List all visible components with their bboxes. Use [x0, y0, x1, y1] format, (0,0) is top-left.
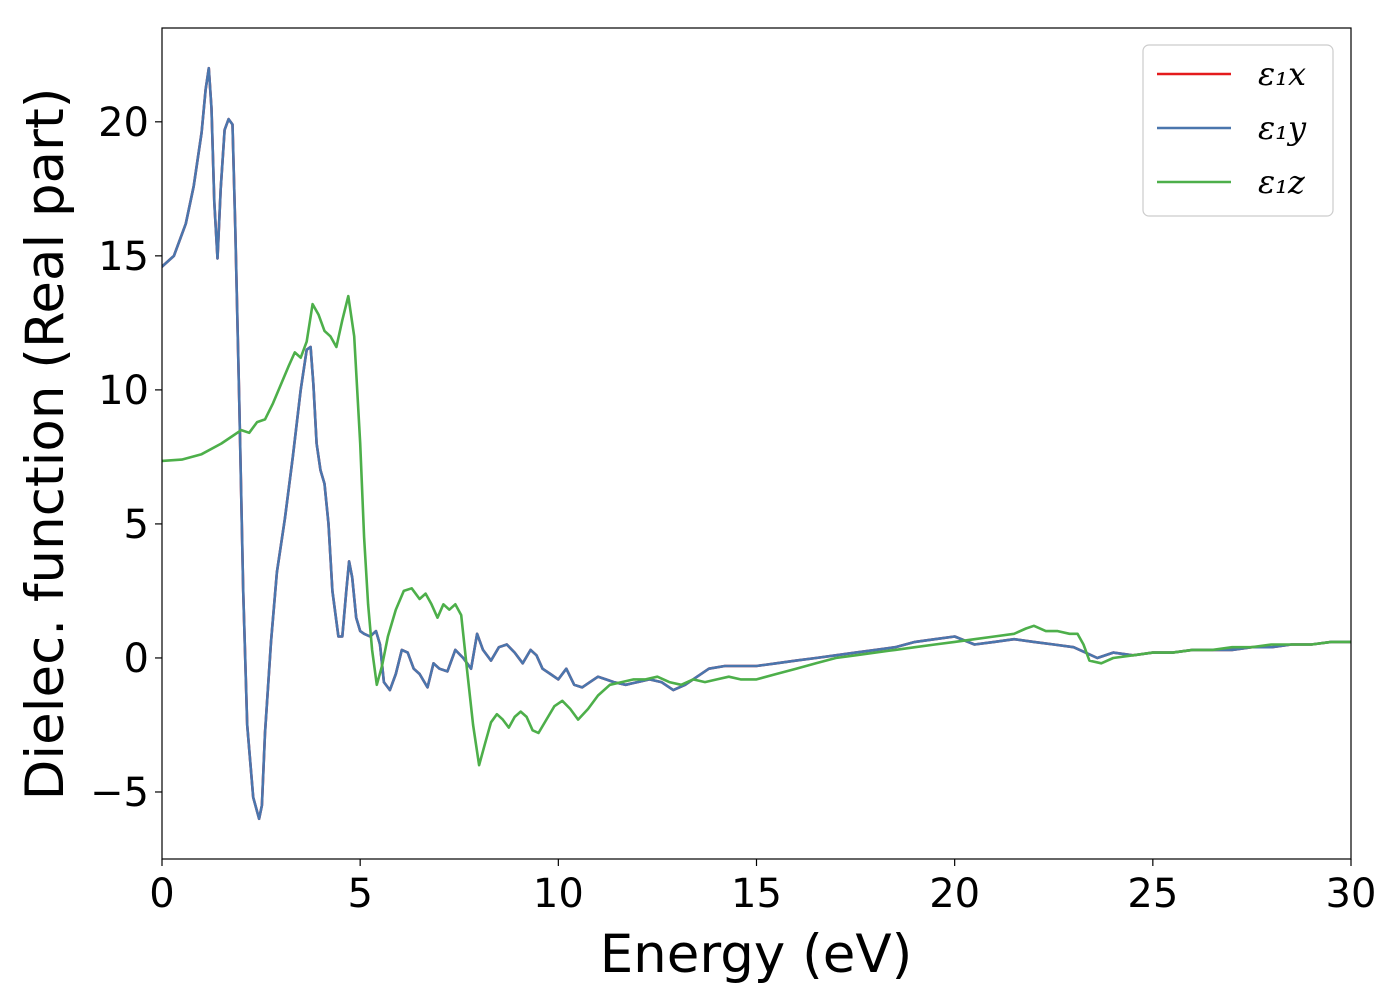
legend-label-2: ε₁z	[1258, 163, 1306, 201]
legend-label-1: ε₁y	[1258, 109, 1307, 147]
legend: ε₁x ε₁y ε₁z	[1142, 44, 1334, 217]
x-tick-label: 20	[929, 871, 980, 917]
y-tick-label: 10	[98, 368, 149, 414]
y-tick-label: −5	[90, 770, 149, 816]
x-tick-label: 5	[347, 871, 372, 917]
x-tick-label: 10	[533, 871, 584, 917]
x-tick-label: 25	[1127, 871, 1178, 917]
legend-frame	[1142, 44, 1334, 217]
x-tick-label: 30	[1326, 871, 1377, 917]
ticks-layer: 0 5 10 15 20 25 30 −5 0 5 10 15 20	[90, 100, 1376, 917]
x-tick-label: 15	[731, 871, 782, 917]
x-tick-label: 0	[149, 871, 174, 917]
y-tick-label: 20	[98, 100, 149, 146]
series-line-2	[162, 294, 1351, 767]
y-tick-label: 15	[98, 234, 149, 280]
x-axis-label: Energy (eV)	[600, 924, 913, 985]
y-tick-label: 0	[124, 636, 149, 682]
y-tick-label: 5	[124, 502, 149, 548]
legend-label-0: ε₁x	[1258, 55, 1306, 93]
series-layer	[162, 66, 1351, 821]
series-line-1	[162, 66, 1351, 821]
y-axis-label: Dielec. function (Real part)	[15, 88, 76, 801]
